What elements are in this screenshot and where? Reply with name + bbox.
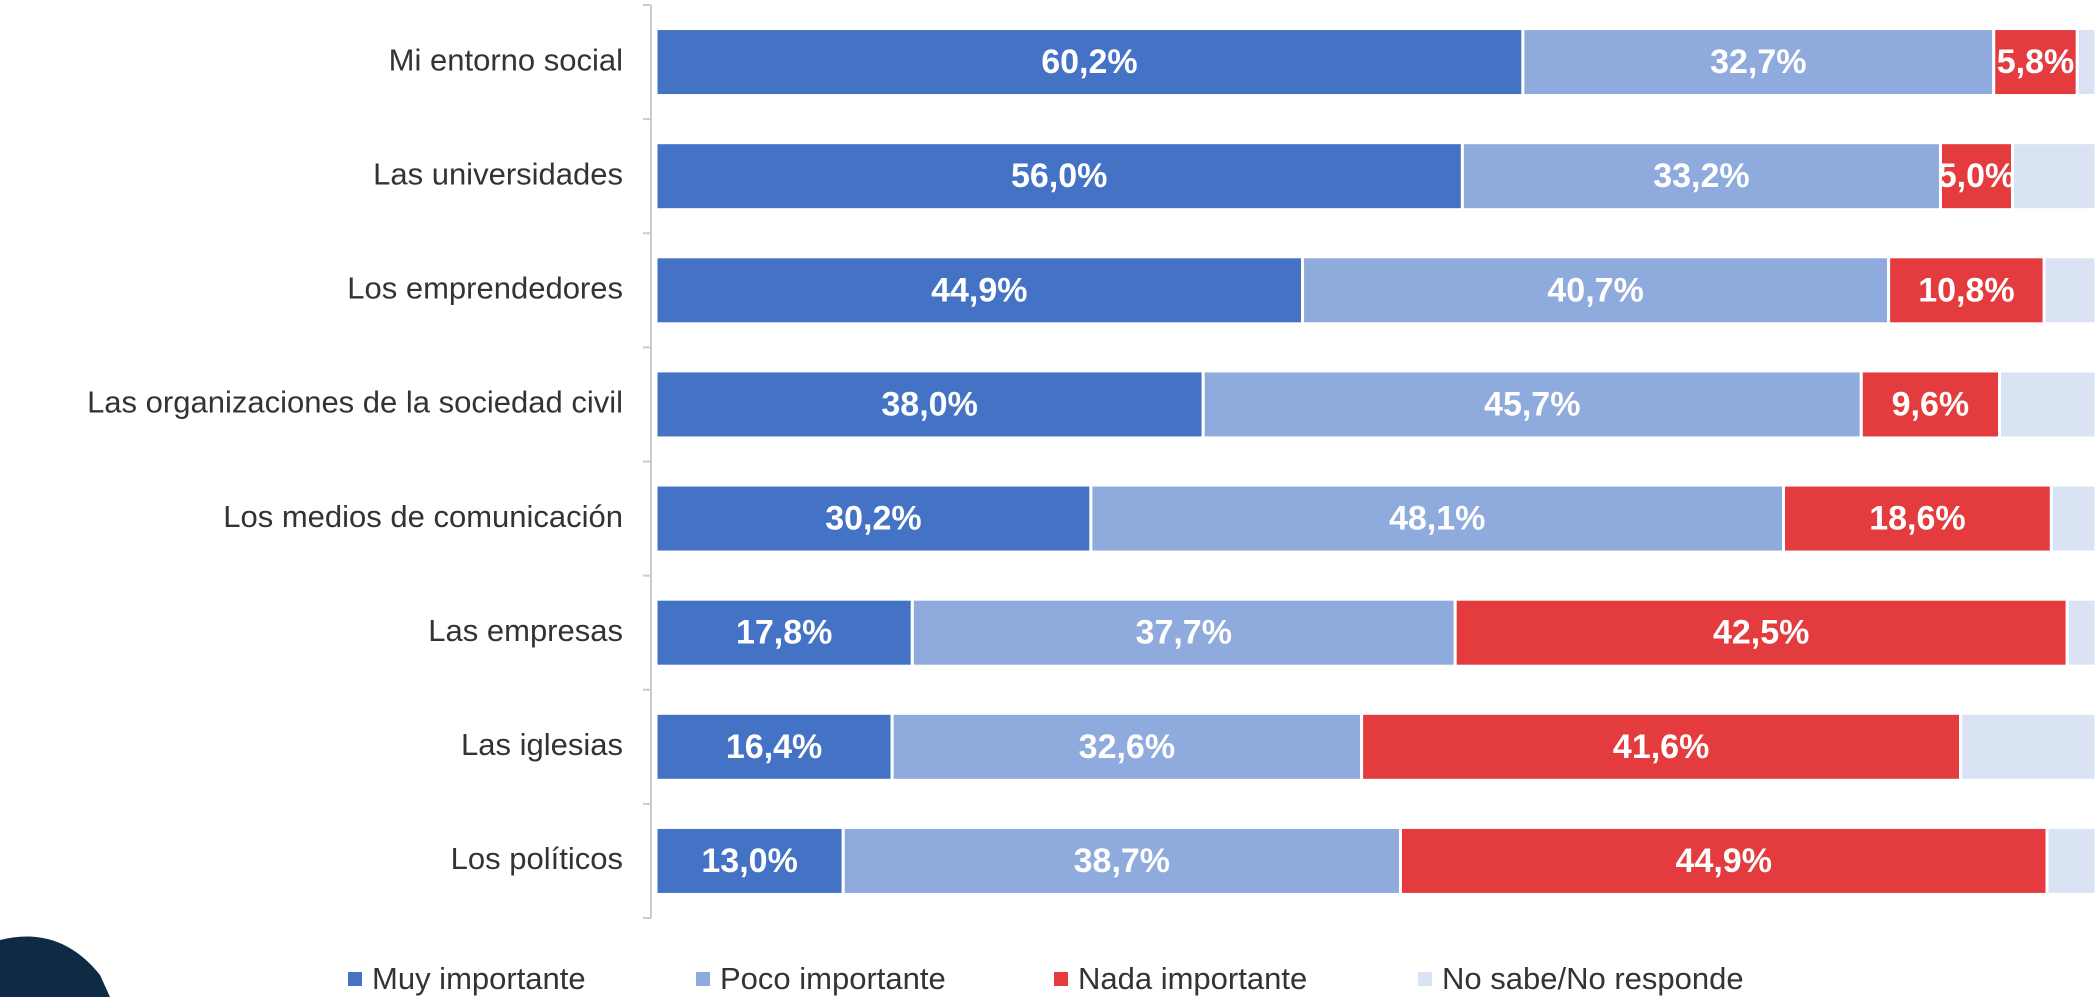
legend-label: No sabe/No responde (1442, 961, 1744, 996)
value-label: 41,6% (1613, 728, 1709, 766)
value-label: 13,0% (701, 842, 797, 880)
category-label: Las iglesias (461, 727, 623, 762)
value-label: 40,7% (1547, 271, 1643, 309)
value-label: 5,8% (1997, 43, 2075, 81)
bar-segment (1301, 255, 1891, 326)
value-label: 32,6% (1079, 728, 1175, 766)
bar-segment (1959, 711, 2098, 782)
value-label: 38,0% (881, 385, 977, 423)
bar-segment (1201, 369, 1863, 440)
bar-segment (1089, 483, 1786, 554)
bar-segment (654, 483, 1093, 554)
bar-segment (910, 597, 1457, 668)
value-label: 42,5% (1713, 614, 1809, 652)
bar-segment (1782, 483, 2053, 554)
bar-segment (654, 255, 1305, 326)
legend-marker (1418, 972, 1432, 986)
value-label: 18,6% (1869, 500, 1965, 538)
bar-segment (2049, 483, 2098, 554)
value-label: 45,7% (1484, 385, 1580, 423)
value-label: 5,0% (1938, 157, 2016, 195)
bar-segment (2042, 255, 2098, 326)
legend-marker (348, 972, 362, 986)
bar-segment (1460, 141, 1942, 212)
value-label: 44,9% (931, 271, 1027, 309)
category-label: Las empresas (428, 613, 623, 648)
bar-segment (654, 141, 1464, 212)
value-label: 60,2% (1041, 43, 1137, 81)
value-label: 33,2% (1653, 157, 1749, 195)
bar-segment (654, 369, 1205, 440)
value-label: 44,9% (1676, 842, 1772, 880)
legend-label: Nada importante (1078, 961, 1307, 996)
bar-segment (654, 597, 914, 668)
value-label: 16,4% (726, 728, 822, 766)
bar-segment (1453, 597, 2069, 668)
bar-segment (1398, 825, 2049, 896)
value-label: 48,1% (1389, 500, 1485, 538)
bar-segment (890, 711, 1364, 782)
category-label: Los políticos (451, 841, 623, 876)
category-label: Las organizaciones de la sociedad civil (87, 385, 623, 420)
value-label: 56,0% (1011, 157, 1107, 195)
bar-segment (1887, 255, 2046, 326)
value-label: 17,8% (736, 614, 832, 652)
value-label: 37,7% (1136, 614, 1232, 652)
value-label: 32,7% (1710, 43, 1806, 81)
category-label: Los emprendedores (347, 271, 623, 306)
legend-label: Poco importante (720, 961, 946, 996)
bar-segment (2045, 825, 2098, 896)
value-label: 9,6% (1892, 385, 1970, 423)
value-label: 38,7% (1074, 842, 1170, 880)
bar-segment (2010, 141, 2098, 212)
value-label: 30,2% (825, 500, 921, 538)
bar-segment (654, 711, 894, 782)
decoration (0, 936, 110, 997)
bar-segment (1360, 711, 1963, 782)
bar-segment (1998, 369, 2098, 440)
category-label: Las universidades (373, 156, 623, 191)
bar-segment (2065, 597, 2098, 668)
bar-segment (1521, 27, 1996, 98)
legend-marker (1054, 972, 1068, 986)
bar-segment (1992, 27, 2079, 98)
value-label: 10,8% (1918, 271, 2014, 309)
legend-label: Muy importante (372, 961, 586, 996)
category-label: Mi entorno social (389, 42, 623, 77)
legend-marker (696, 972, 710, 986)
category-label: Los medios de comunicación (223, 499, 623, 534)
bar-segment (1938, 141, 2014, 212)
bar-segment (2075, 27, 2098, 98)
